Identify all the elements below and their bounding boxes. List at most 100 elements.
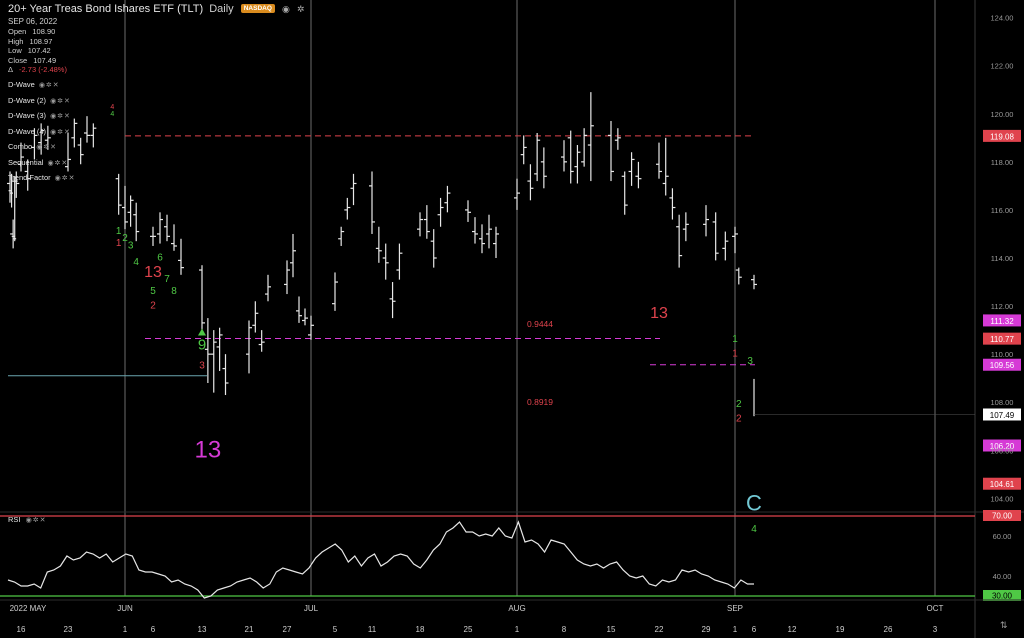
ohlc-low: Low 107.42 xyxy=(8,46,51,55)
price-level-label: 106.20 xyxy=(990,442,1015,451)
indicator-name: D-Wave (4) xyxy=(8,126,47,136)
price-level-label: 111.32 xyxy=(990,317,1014,326)
price-level-tag xyxy=(983,358,1021,371)
price-level-label: 119.08 xyxy=(990,132,1014,141)
date-tick-label: 1 xyxy=(515,625,520,634)
month-label: SEP xyxy=(727,604,743,613)
td-count-label: 5 xyxy=(150,286,156,297)
td-count-label: 2 xyxy=(150,300,156,311)
td-count-label: 8 xyxy=(171,286,177,297)
price-level-tag xyxy=(983,477,1021,490)
symbol-title[interactable]: 20+ Year Treas Bond Ishares ETF (TLT) xyxy=(8,3,204,15)
date-tick-label: 16 xyxy=(17,625,26,634)
ohlc-label: Open xyxy=(8,27,27,36)
td-count-label: 4 xyxy=(110,104,114,111)
date-tick-label: 27 xyxy=(283,625,292,634)
visibility-eye-icon[interactable]: ◉ xyxy=(281,4,290,14)
ohlc-open: Open 108.90 xyxy=(8,27,55,36)
price-tick-label: 120.00 xyxy=(991,110,1014,119)
expand-arrows-icon[interactable]: ⇅ xyxy=(1000,620,1008,630)
date-tick-label: 18 xyxy=(416,625,425,634)
price-tick-label: 104.00 xyxy=(991,494,1014,503)
date-tick-label: 6 xyxy=(752,625,757,634)
ohlc-label: Low xyxy=(8,46,22,55)
date-tick-label: 26 xyxy=(884,625,893,634)
date-tick-label: 15 xyxy=(607,625,616,634)
ohlc-close: Close 107.49 xyxy=(8,56,56,65)
month-label: OCT xyxy=(927,604,944,613)
td-count-label: 4 xyxy=(751,524,757,535)
ohlc-label: Close xyxy=(8,55,28,65)
price-level-tag xyxy=(983,439,1021,452)
ohlc-value: 107.49 xyxy=(33,55,57,65)
chart-header: 20+ Year Treas Bond Ishares ETF (TLT) Da… xyxy=(8,3,304,15)
indicator-controls-icon[interactable]: ◉✲✕ xyxy=(50,113,71,120)
rsi-oversold-label: 30.00 xyxy=(992,592,1013,601)
indicator-row[interactable]: Sequential ◉✲✕ xyxy=(8,158,68,167)
td-count-label: 1 xyxy=(116,238,122,249)
price-level-label: 109.56 xyxy=(990,361,1015,370)
date-tick-label: 23 xyxy=(64,625,73,634)
date-tick-label: 8 xyxy=(562,625,567,634)
td-count-label: 3 xyxy=(199,361,205,372)
td-count-label: 2 xyxy=(736,399,742,410)
ohlc-value: 108.97 xyxy=(29,36,53,46)
change-label: Δ xyxy=(8,65,14,74)
td-count-label: 2 xyxy=(736,413,742,424)
td-count-label: 4 xyxy=(133,257,139,268)
td-count-label: 6 xyxy=(157,252,163,263)
fib-label: 0.9444 xyxy=(527,319,553,329)
indicator-controls-icon[interactable]: ◉✲✕ xyxy=(54,175,76,182)
rsi-title: RSI xyxy=(8,515,21,524)
rsi-overbought-label: 70.00 xyxy=(992,512,1013,521)
td-count-label: 9 xyxy=(198,336,206,353)
price-level-label: 104.61 xyxy=(990,480,1015,489)
date-tick-label: 21 xyxy=(245,625,254,634)
indicator-row[interactable]: D-Wave (2) ◉✲✕ xyxy=(8,96,71,105)
rsi-tick-label: 40.00 xyxy=(993,572,1012,581)
indicator-row[interactable]: Combo ◉✲✕ xyxy=(8,142,57,151)
td-count-label: 7 xyxy=(164,274,170,285)
price-tick-label: 114.00 xyxy=(991,254,1013,263)
td-arrow-icon xyxy=(198,328,206,336)
price-tick-label: 108.00 xyxy=(991,398,1014,407)
date-tick-label: 13 xyxy=(198,625,207,634)
timeframe-label[interactable]: Daily xyxy=(209,3,234,15)
date-tick-label: 12 xyxy=(788,625,797,634)
settings-gear-icon[interactable]: ✲ xyxy=(296,4,305,14)
price-tick-label: 106.00 xyxy=(991,446,1014,455)
price-level-tag xyxy=(983,314,1021,327)
date-tick-label: 3 xyxy=(933,625,938,634)
rsi-controls-icon[interactable]: ◉✲✕ xyxy=(25,517,47,524)
date-tick-label: 19 xyxy=(836,625,845,634)
price-tick-label: 118.00 xyxy=(991,158,1013,167)
date-tick-label: 6 xyxy=(151,625,156,634)
indicator-name: Sequential xyxy=(8,157,44,167)
td-count-label: 4 xyxy=(110,111,114,118)
indicator-row[interactable]: D-Wave (3) ◉✲✕ xyxy=(8,111,71,120)
indicator-row[interactable]: Trend Factor ◉✲✕ xyxy=(8,173,76,182)
indicator-controls-icon[interactable]: ◉✲✕ xyxy=(50,128,71,136)
indicator-controls-icon[interactable]: ◉✲✕ xyxy=(47,159,69,167)
td-count-label: 13 xyxy=(650,305,668,322)
indicator-controls-icon[interactable]: ◉✲✕ xyxy=(36,144,58,151)
month-label: 2022 MAY xyxy=(10,604,47,613)
ohlc-change: Δ -2.73 (-2.48%) xyxy=(8,65,67,74)
indicator-row[interactable]: D-Wave (4) ◉✲✕ xyxy=(8,127,71,136)
price-tick-label: 122.00 xyxy=(991,62,1014,71)
date-tick-label: 29 xyxy=(702,625,711,634)
indicator-name: Combo xyxy=(8,142,33,151)
indicator-row[interactable]: D-Wave ◉✲✕ xyxy=(8,80,60,89)
rsi-pane-label: RSI ◉✲✕ xyxy=(8,515,46,524)
indicator-controls-icon[interactable]: ◉✲✕ xyxy=(50,97,71,105)
rsi-tick-label: 60.00 xyxy=(993,532,1012,541)
indicator-controls-icon[interactable]: ◉✲✕ xyxy=(38,82,60,89)
price-tick-label: 112.00 xyxy=(991,302,1013,311)
price-level-tag xyxy=(983,129,1021,142)
price-tick-label: 124.00 xyxy=(991,14,1014,23)
exchange-badge: NASDAQ xyxy=(240,4,275,13)
td-count-label: 2 xyxy=(122,233,128,244)
rsi-overbought-tag xyxy=(983,510,1021,521)
td-count-label: 1 xyxy=(732,334,738,345)
